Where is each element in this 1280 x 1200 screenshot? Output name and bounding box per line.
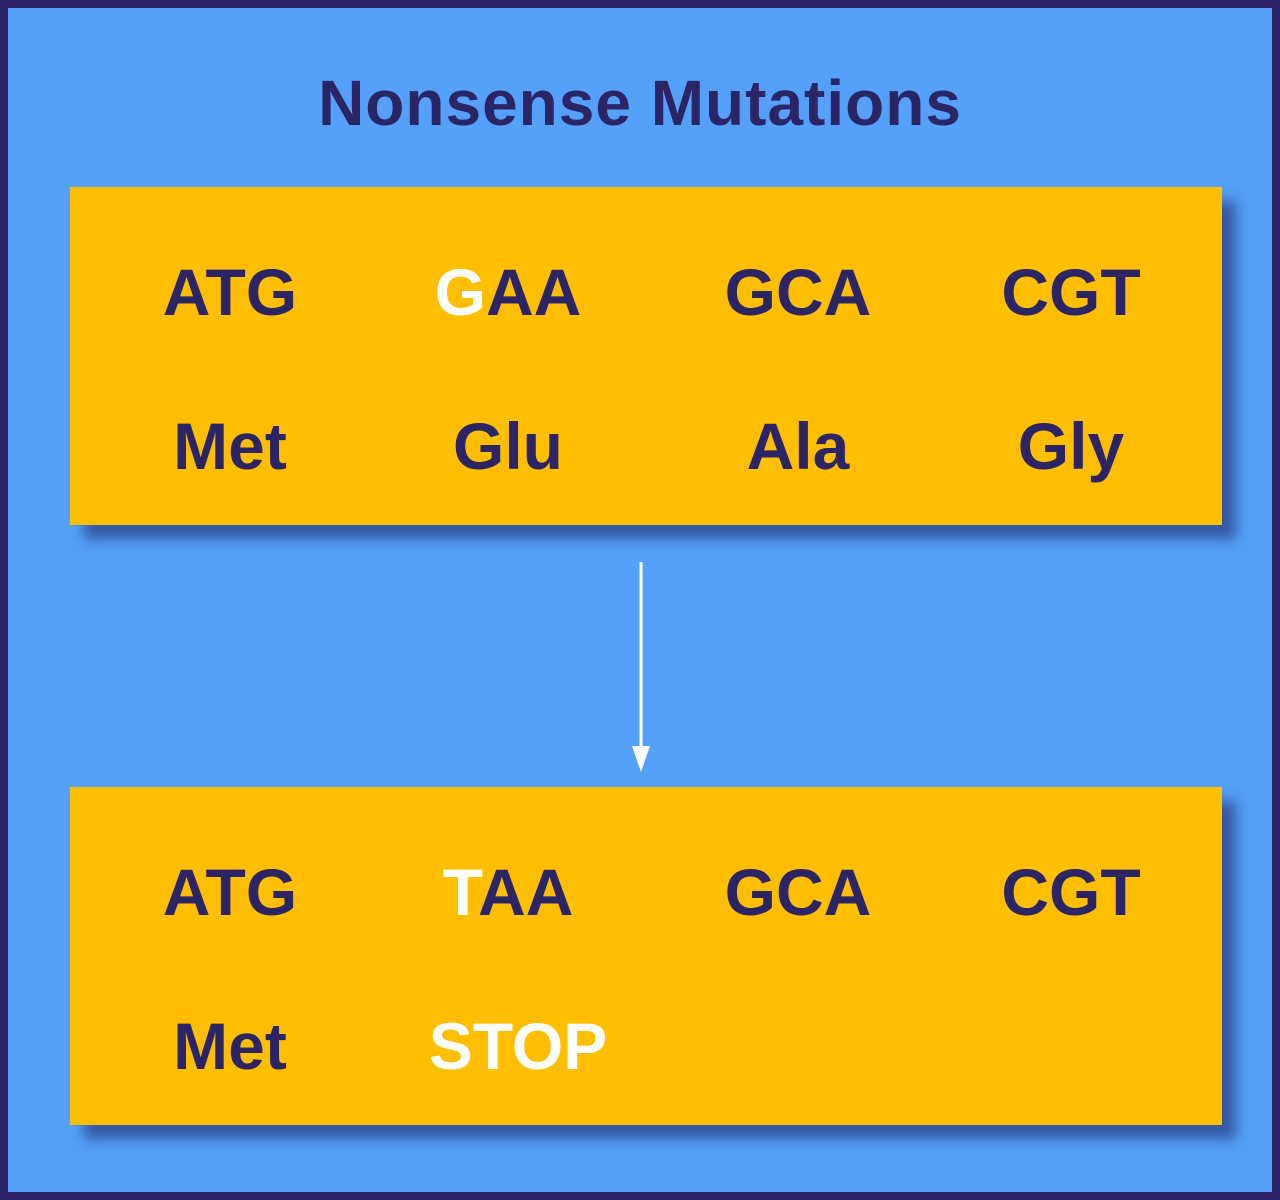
amino-acid: STOP	[428, 1009, 608, 1083]
codon-segment: ATG	[162, 855, 298, 929]
amino-acid: Glu	[453, 409, 563, 483]
amino-acid: Ala	[746, 409, 850, 483]
title: Nonsense Mutations	[318, 67, 962, 139]
codon-segment: T	[442, 855, 479, 929]
amino-acid: Gly	[1017, 409, 1125, 483]
sequence-box: ATG TAA GCA CGT Met STOP	[70, 787, 1222, 1125]
amino-acid: Met	[173, 409, 287, 483]
codon-segment: AA	[478, 855, 574, 929]
codon-segment: G	[434, 255, 486, 329]
codon-segment: ATG	[162, 255, 298, 329]
codon: GCA	[668, 259, 928, 325]
codon-segment: CGT	[1001, 855, 1141, 929]
codon: TAA	[378, 859, 638, 925]
codon-segment: GCA	[724, 855, 872, 929]
codon: CGT	[941, 259, 1201, 325]
sequence-box: ATG GAA GCA CGT Met Glu Ala Gly	[70, 187, 1222, 525]
amino-acid: Met	[173, 1009, 287, 1083]
codon: GAA	[378, 259, 638, 325]
arrow	[632, 562, 650, 772]
codon: CGT	[941, 859, 1201, 925]
codon: ATG	[100, 259, 360, 325]
codon-segment: AA	[486, 255, 582, 329]
codon-segment: GCA	[724, 255, 872, 329]
codon: GCA	[668, 859, 928, 925]
codon: ATG	[100, 859, 360, 925]
codon-segment: CGT	[1001, 255, 1141, 329]
